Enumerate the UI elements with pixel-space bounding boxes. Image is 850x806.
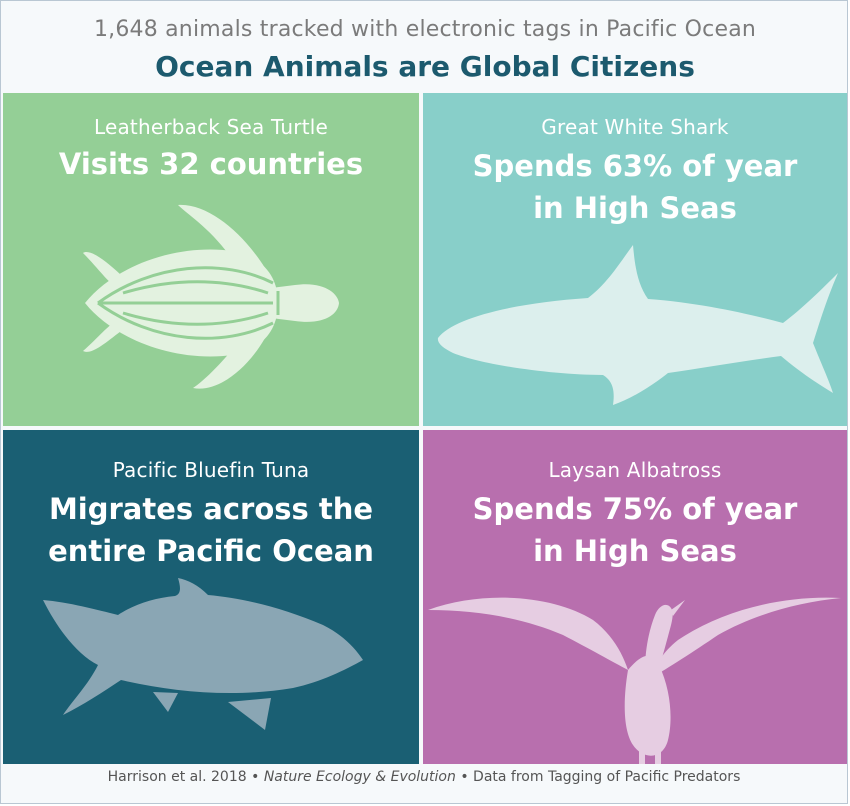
animal-fact-line-1: Migrates across the <box>48 492 374 526</box>
animal-fact: Visits 32 countries <box>58 147 364 181</box>
albatross-icon <box>428 597 841 764</box>
header: 1,648 animals tracked with electronic ta… <box>1 1 849 93</box>
panel-great-white-shark: Great White Shark Spends 63% of year in … <box>423 93 847 426</box>
animal-name: Laysan Albatross <box>548 458 722 482</box>
citation-authors: Harrison et al. 2018 <box>107 769 247 785</box>
animal-fact-line-1: Spends 63% of year <box>472 149 798 183</box>
animal-name: Great White Shark <box>541 115 729 139</box>
animal-name: Pacific Bluefin Tuna <box>112 458 310 482</box>
panel-laysan-albatross: Laysan Albatross Spends 75% of year in H… <box>423 430 847 764</box>
animal-fact-line-2: entire Pacific Ocean <box>48 534 374 568</box>
separator-bullet: • <box>246 769 264 785</box>
citation-journal: Nature Ecology & Evolution <box>263 769 456 785</box>
shark-icon <box>437 245 838 405</box>
animal-fact-line-2: in High Seas <box>533 534 737 568</box>
animal-name: Leatherback Sea Turtle <box>93 115 329 139</box>
animal-fact-line-2: in High Seas <box>533 191 737 225</box>
separator-bullet: • <box>455 769 474 785</box>
subtitle: 1,648 animals tracked with electronic ta… <box>93 17 757 42</box>
panel-pacific-bluefin-tuna: Pacific Bluefin Tuna Migrates across the… <box>3 430 419 764</box>
page-title: Ocean Animals are Global Citizens <box>155 50 695 83</box>
panel-leatherback-turtle: Leatherback Sea Turtle Visits 32 countri… <box>3 93 419 426</box>
citation-source: Data from Tagging of Pacific Predators <box>473 769 741 785</box>
animal-fact-line-1: Spends 75% of year <box>472 492 798 526</box>
footer-citation: Harrison et al. 2018 • Nature Ecology & … <box>1 769 847 785</box>
sea-turtle-icon <box>83 204 339 389</box>
tuna-icon <box>43 578 363 730</box>
